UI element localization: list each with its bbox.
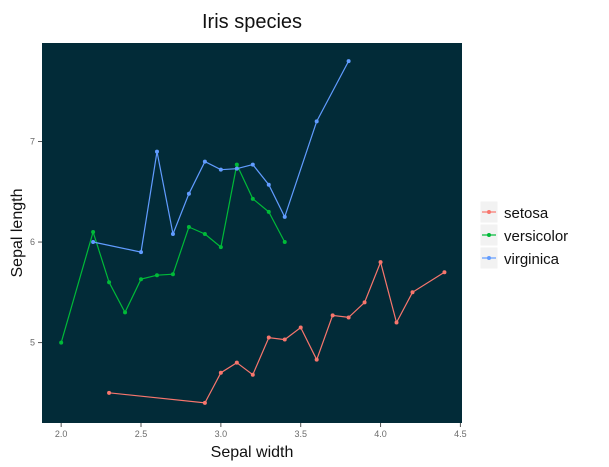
- data-point-setosa: [442, 270, 447, 275]
- chart-title: Iris species: [202, 11, 302, 33]
- data-point-virginica: [170, 232, 175, 237]
- data-point-versicolor: [107, 280, 112, 285]
- legend-label: setosa: [504, 205, 549, 222]
- legend: setosa versicolor virginica: [479, 200, 568, 270]
- plot-panel: [42, 43, 462, 423]
- data-point-versicolor: [170, 272, 175, 277]
- legend-label: virginica: [504, 251, 560, 268]
- data-point-versicolor: [186, 224, 191, 229]
- y-tick-label: 7: [30, 137, 35, 147]
- data-point-virginica: [250, 162, 255, 167]
- data-point-setosa: [107, 390, 112, 395]
- data-point-virginica: [314, 119, 319, 124]
- series-setosa: [107, 260, 447, 405]
- data-point-setosa: [250, 372, 255, 377]
- data-point-setosa: [298, 325, 303, 330]
- data-point-versicolor: [154, 273, 159, 278]
- data-point-setosa: [234, 360, 239, 365]
- data-point-setosa: [410, 290, 415, 295]
- series-virginica: [91, 59, 351, 255]
- data-point-virginica: [346, 59, 351, 64]
- legend-label: versicolor: [504, 228, 568, 245]
- legend-key-point: [487, 256, 491, 260]
- data-point-setosa: [266, 335, 271, 340]
- data-point-versicolor: [202, 232, 207, 237]
- data-point-virginica: [218, 167, 223, 172]
- data-point-setosa: [202, 400, 207, 405]
- legend-item-setosa: setosa: [479, 200, 549, 224]
- data-point-versicolor: [266, 209, 271, 214]
- data-point-versicolor: [59, 340, 64, 345]
- data-point-setosa: [362, 300, 367, 305]
- data-point-setosa: [394, 320, 399, 325]
- data-point-versicolor: [218, 245, 223, 250]
- data-point-virginica: [266, 182, 271, 187]
- data-point-setosa: [330, 313, 335, 318]
- x-tick-label: 2.0: [55, 429, 68, 439]
- y-tick-label: 6: [30, 237, 35, 247]
- data-point-virginica: [202, 159, 207, 164]
- data-point-versicolor: [250, 196, 255, 201]
- data-point-setosa: [282, 337, 287, 342]
- x-axis: 2.0 2.5 3.0 3.5 4.0 4.5: [55, 423, 467, 439]
- data-point-virginica: [154, 149, 159, 154]
- data-point-versicolor: [123, 310, 128, 315]
- data-point-virginica: [91, 240, 96, 245]
- x-tick-label: 3.0: [215, 429, 228, 439]
- data-point-virginica: [234, 166, 239, 171]
- data-point-virginica: [282, 214, 287, 219]
- data-point-versicolor: [282, 240, 287, 245]
- legend-item-versicolor: versicolor: [479, 223, 568, 247]
- data-point-setosa: [218, 370, 223, 375]
- data-point-setosa: [314, 357, 319, 362]
- legend-key-point: [487, 210, 491, 214]
- data-point-versicolor: [91, 229, 96, 234]
- x-tick-label: 3.5: [294, 429, 307, 439]
- series-line-versicolor: [60, 162, 286, 343]
- data-point-virginica: [186, 191, 191, 196]
- x-axis-title: Sepal width: [211, 444, 294, 461]
- legend-key-point: [487, 233, 491, 237]
- data-point-versicolor: [139, 277, 144, 282]
- data-point-setosa: [346, 315, 351, 320]
- x-tick-label: 2.5: [135, 429, 148, 439]
- series-line-setosa: [109, 260, 445, 404]
- y-tick-label: 5: [30, 338, 35, 348]
- data-point-setosa: [378, 260, 383, 265]
- y-axis: 5 6 7: [30, 137, 42, 348]
- x-tick-label: 4.5: [454, 429, 467, 439]
- series-layer: [59, 59, 447, 405]
- x-tick-label: 4.0: [374, 429, 387, 439]
- data-point-versicolor: [234, 162, 239, 167]
- y-axis-title: Sepal length: [9, 189, 26, 278]
- data-point-virginica: [139, 250, 144, 255]
- legend-item-virginica: virginica: [479, 246, 560, 270]
- series-versicolor: [59, 162, 287, 345]
